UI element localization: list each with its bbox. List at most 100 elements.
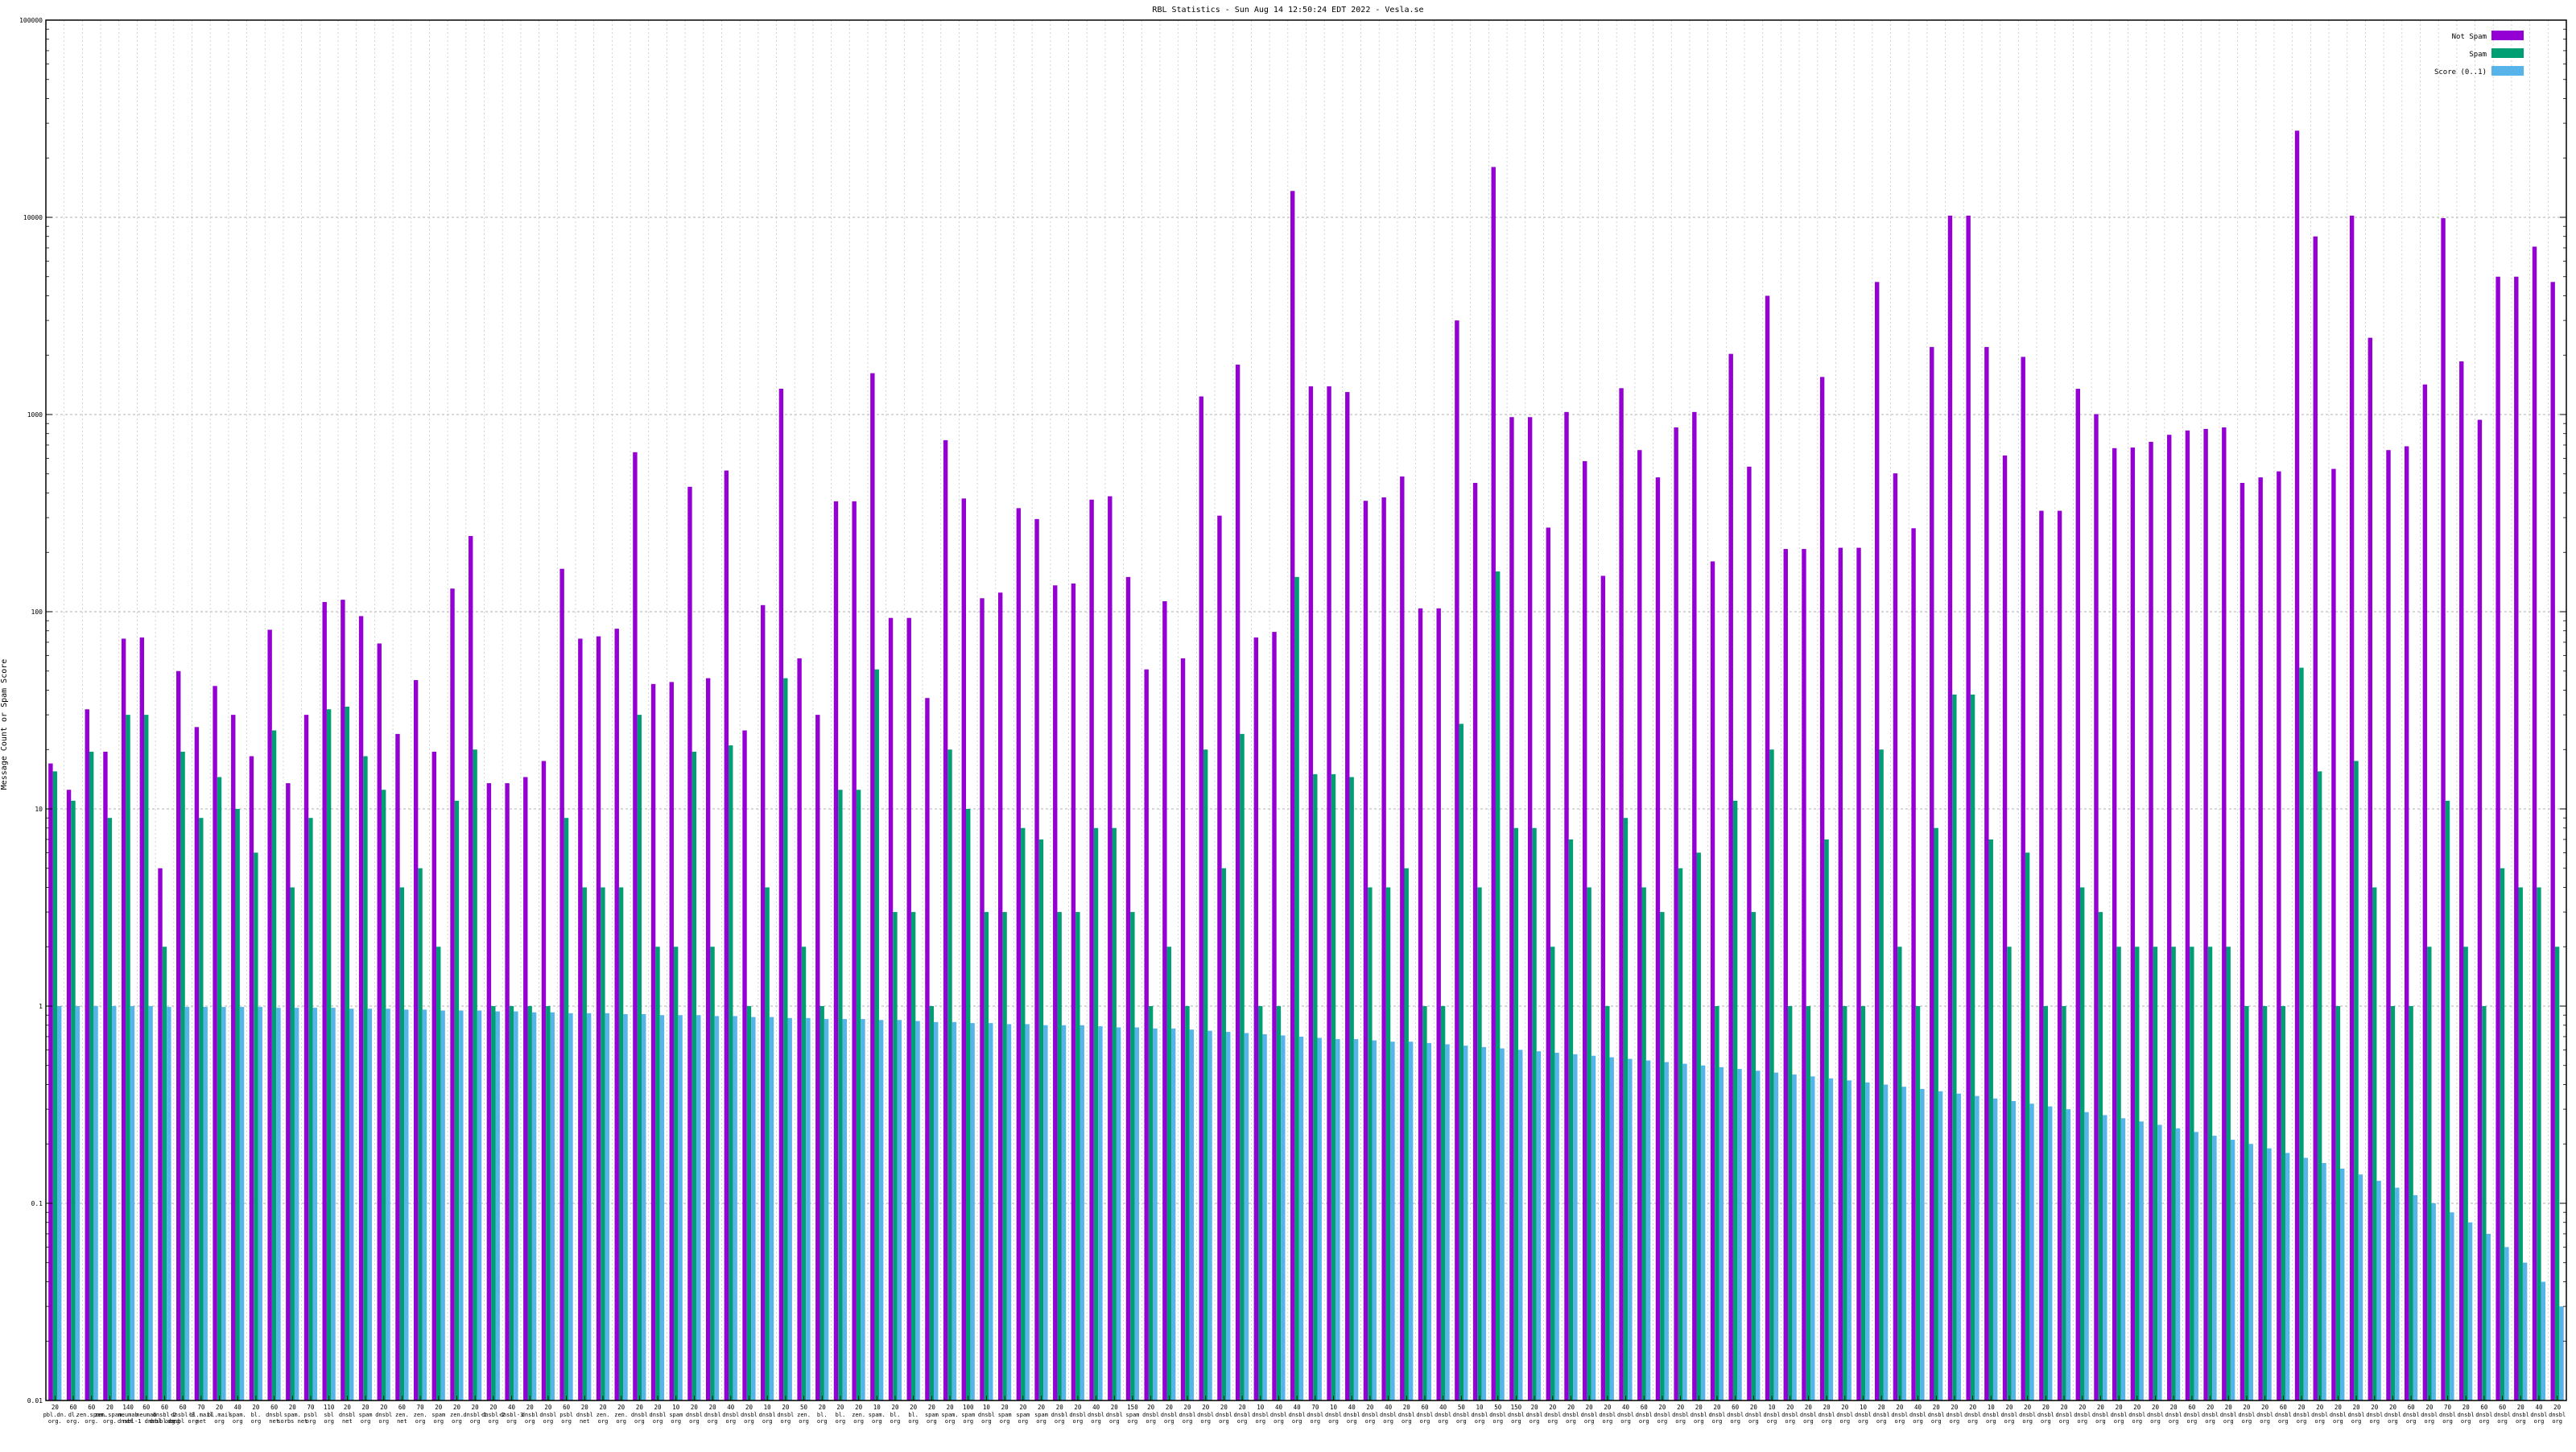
bar-score-0-1 [2175, 1128, 2181, 1400]
bar-score-0-1 [2395, 1187, 2400, 1400]
bar-score-0-1 [1189, 1029, 1195, 1400]
x-category-label-line2: org [1967, 1418, 1978, 1425]
x-tick-value-label: 70 [197, 1404, 205, 1411]
bar-score-0-1 [1262, 1033, 1267, 1400]
x-tick-value-label: 20 [1111, 1404, 1119, 1411]
x-category-label-line2: dnsbl-1 dnsbl org [118, 1418, 175, 1425]
bar-not-spam [2240, 482, 2245, 1401]
x-tick-value-label: 60 [88, 1404, 96, 1411]
x-category-label-line2: org [2114, 1418, 2124, 1425]
bar-score-0-1 [221, 1007, 226, 1400]
bar-spam [144, 715, 149, 1400]
bar-score-0-1 [952, 1021, 957, 1400]
x-tick-value-label: 20 [745, 1404, 753, 1411]
x-category-label-line2: org [2333, 1418, 2343, 1425]
bar-not-spam [1363, 501, 1368, 1400]
bar-spam [1057, 912, 1062, 1400]
bar-spam [1824, 839, 1829, 1400]
x-category-label-line2: org [1237, 1418, 1248, 1425]
bar-not-spam [1583, 460, 1587, 1401]
bar-spam [929, 1006, 935, 1400]
bar-score-0-1 [184, 1007, 190, 1400]
bar-spam [984, 912, 989, 1400]
y-tick-label: 0.01 [27, 1397, 43, 1405]
bar-spam [454, 800, 460, 1400]
x-category-label: dnsbl [1891, 1412, 1908, 1418]
bar-score-0-1 [1298, 1036, 1304, 1400]
bar-score-0-1 [1025, 1024, 1030, 1400]
bar-spam [2445, 800, 2450, 1400]
x-category-label-line2: org [2461, 1418, 2471, 1425]
x-category-label: zen. [614, 1412, 628, 1418]
bar-not-spam [1235, 365, 1241, 1400]
bar-not-spam [85, 709, 89, 1400]
y-tick-label: 10000 [23, 214, 43, 221]
bar-not-spam [1491, 167, 1496, 1401]
x-category-label-line2: org [452, 1418, 462, 1425]
bar-score-0-1 [2450, 1212, 2454, 1400]
bar-score-0-1 [531, 1012, 537, 1400]
x-category-label: dnsbl [2238, 1412, 2255, 1418]
x-category-label-line2: org [2425, 1418, 2435, 1425]
bar-not-spam [2477, 419, 2483, 1400]
bar-not-spam [2203, 428, 2208, 1401]
bar-not-spam [2002, 455, 2008, 1400]
x-category-label: spam [998, 1412, 1012, 1418]
x-tick-value-label: 110 [324, 1404, 335, 1411]
x-tick-value-label: 140 [122, 1404, 134, 1411]
bar-score-0-1 [2431, 1203, 2436, 1400]
x-tick-value-label: 20 [1549, 1404, 1557, 1411]
x-category-label-line2: net [397, 1418, 407, 1425]
bar-score-0-1 [440, 1010, 445, 1400]
x-tick-value-label: 20 [106, 1404, 114, 1411]
x-category-label: spam [431, 1412, 445, 1418]
x-tick-value-label: 20 [1713, 1404, 1721, 1411]
legend-label: Score (0..1) [2434, 68, 2487, 76]
x-category-label-line2: org [2314, 1418, 2325, 1425]
x-category-label: dnsbl [1472, 1412, 1488, 1418]
bar-score-0-1 [861, 1019, 865, 1400]
bar-not-spam [1546, 527, 1551, 1400]
x-tick-value-label: 20 [2079, 1404, 2087, 1411]
bar-spam [1422, 1006, 1427, 1400]
x-tick-value-label: 20 [1604, 1404, 1612, 1411]
x-tick-value-label: 40 [1914, 1404, 1922, 1411]
x-category-label-line2: org [653, 1418, 663, 1425]
x-category-label: psbl [559, 1412, 573, 1418]
bar-spam [1678, 868, 1683, 1400]
bar-not-spam [1034, 518, 1039, 1400]
bar-score-0-1 [1481, 1046, 1487, 1400]
x-tick-value-label: 10 [764, 1404, 772, 1411]
x-category-label: dnsbl [2530, 1412, 2547, 1418]
bar-spam [1532, 827, 1537, 1400]
x-tick-value-label: 20 [1074, 1404, 1082, 1411]
bar-not-spam [559, 568, 564, 1400]
bar-score-0-1 [312, 1008, 318, 1400]
x-category-label-line2: org [525, 1418, 535, 1425]
plot-frame [45, 19, 2567, 1401]
bar-spam [1075, 912, 1080, 1400]
x-category-label-line2: org [781, 1418, 791, 1425]
bar-score-0-1 [459, 1010, 464, 1400]
x-category-label: dnsbl [1836, 1412, 1853, 1418]
bar-score-0-1 [1664, 1062, 1669, 1400]
x-category-label-line2: org [1183, 1418, 1193, 1425]
x-tick-value-label: 20 [910, 1404, 918, 1411]
bar-spam [199, 818, 204, 1400]
bar-not-spam [541, 761, 547, 1400]
bar-score-0-1 [989, 1023, 993, 1400]
x-tick-value-label: 10 [1476, 1404, 1484, 1411]
bar-not-spam [2277, 471, 2281, 1400]
bar-not-spam [1692, 411, 1697, 1401]
bar-score-0-1 [1080, 1025, 1084, 1400]
x-category-label-line2: org [836, 1418, 846, 1425]
bar-not-spam [486, 783, 492, 1400]
x-category-label-line2: org [251, 1418, 262, 1425]
bar-score-0-1 [294, 1008, 299, 1400]
bar-score-0-1 [1975, 1095, 1979, 1400]
x-category-label: dnsbl [339, 1412, 356, 1418]
bar-not-spam [997, 592, 1003, 1400]
x-category-label-line2: org [1438, 1418, 1448, 1425]
x-tick-value-label: 40 [1348, 1404, 1356, 1411]
x-category-label-line2: org [890, 1418, 901, 1425]
